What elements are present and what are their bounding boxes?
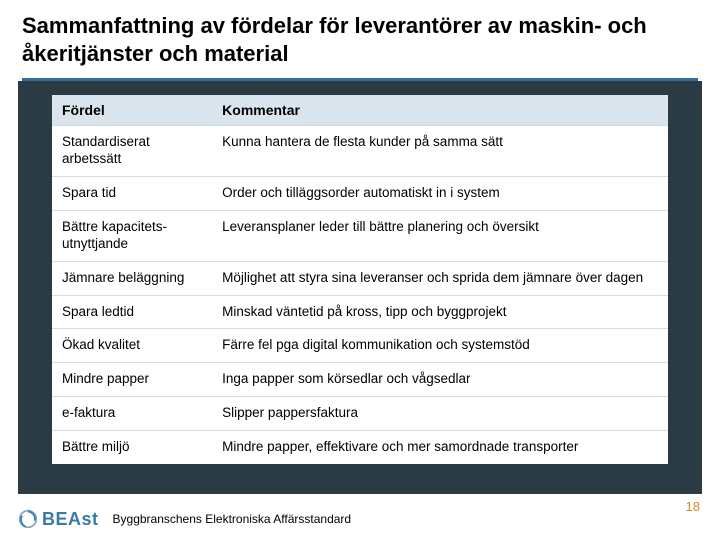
col-header-fordel: Fördel — [52, 95, 212, 126]
cell-fordel: Bättre miljö — [52, 431, 212, 464]
table-row: Mindre papper Inga papper som körsedlar … — [52, 363, 668, 397]
cell-kommentar: Färre fel pga digital kommunikation och … — [212, 329, 668, 363]
cell-kommentar: Slipper pappersfaktura — [212, 397, 668, 431]
table-header-row: Fördel Kommentar — [52, 95, 668, 126]
cell-fordel: Standardiserat arbetssätt — [52, 126, 212, 177]
logo-text: BEAst — [42, 509, 99, 530]
cell-fordel: e-faktura — [52, 397, 212, 431]
title-area: Sammanfattning av fördelar för leverantö… — [0, 0, 720, 74]
logo: BEAst — [18, 509, 99, 530]
cell-kommentar: Mindre papper, effektivare och mer samor… — [212, 431, 668, 464]
cell-fordel: Spara tid — [52, 177, 212, 211]
cell-fordel: Spara ledtid — [52, 295, 212, 329]
table-row: Standardiserat arbetssätt Kunna hantera … — [52, 126, 668, 177]
table-row: Spara tid Order och tilläggsorder automa… — [52, 177, 668, 211]
logo-icon — [18, 509, 38, 529]
cell-kommentar: Inga papper som körsedlar och vågsedlar — [212, 363, 668, 397]
cell-fordel: Mindre papper — [52, 363, 212, 397]
footer-tagline: Byggbranschens Elektroniska Affärsstanda… — [113, 512, 352, 526]
table-row: Jämnare beläggning Möjlighet att styra s… — [52, 261, 668, 295]
page-number: 18 — [686, 499, 700, 514]
table-row: Ökad kvalitet Färre fel pga digital komm… — [52, 329, 668, 363]
table-row: Bättre miljö Mindre papper, effektivare … — [52, 431, 668, 464]
table-row: e-faktura Slipper pappersfaktura — [52, 397, 668, 431]
page-title: Sammanfattning av fördelar för leverantö… — [22, 12, 698, 68]
table-row: Bättre kapacitets-utnyttjande Leveranspl… — [52, 210, 668, 261]
cell-kommentar: Kunna hantera de flesta kunder på samma … — [212, 126, 668, 177]
footer: BEAst Byggbranschens Elektroniska Affärs… — [0, 498, 720, 540]
content-band: Fördel Kommentar Standardiserat arbetssä… — [18, 81, 702, 494]
table-row: Spara ledtid Minskad väntetid på kross, … — [52, 295, 668, 329]
cell-kommentar: Order och tilläggsorder automatiskt in i… — [212, 177, 668, 211]
cell-fordel: Jämnare beläggning — [52, 261, 212, 295]
cell-kommentar: Möjlighet att styra sina leveranser och … — [212, 261, 668, 295]
cell-fordel: Ökad kvalitet — [52, 329, 212, 363]
col-header-kommentar: Kommentar — [212, 95, 668, 126]
benefits-table: Fördel Kommentar Standardiserat arbetssä… — [52, 95, 668, 464]
cell-kommentar: Minskad väntetid på kross, tipp och bygg… — [212, 295, 668, 329]
slide: Sammanfattning av fördelar för leverantö… — [0, 0, 720, 540]
cell-kommentar: Leveransplaner leder till bättre planeri… — [212, 210, 668, 261]
cell-fordel: Bättre kapacitets-utnyttjande — [52, 210, 212, 261]
